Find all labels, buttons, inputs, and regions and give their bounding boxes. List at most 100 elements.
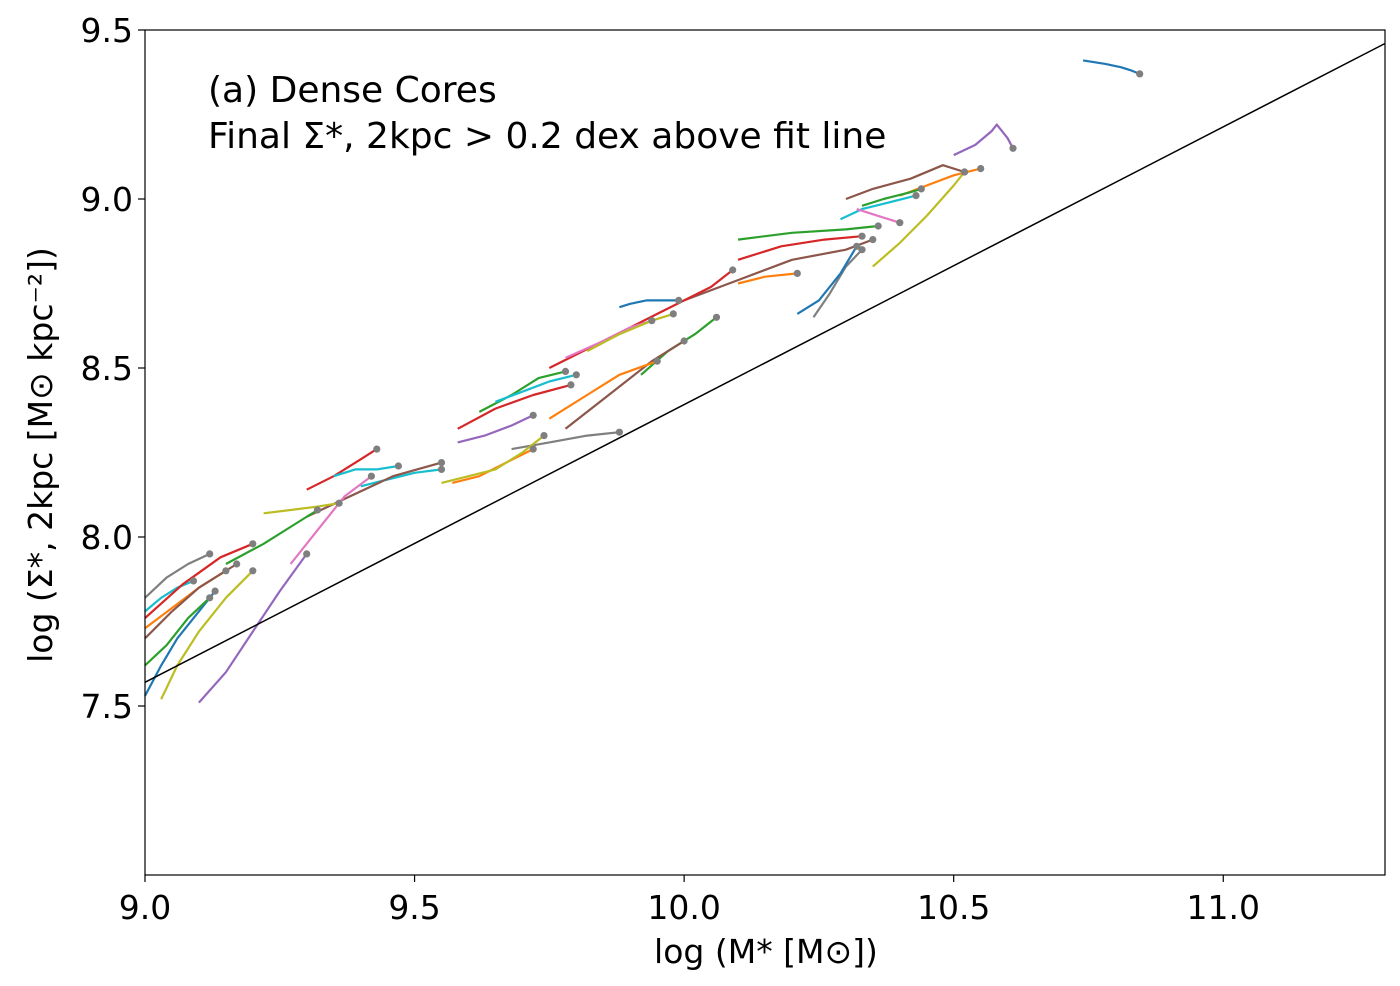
series-endpoint-22 bbox=[561, 367, 570, 375]
series-line-5 bbox=[872, 171, 966, 268]
annotation-line-1: (a) Dense Cores bbox=[208, 70, 497, 111]
fit-line bbox=[144, 42, 1386, 684]
series-endpoint-30 bbox=[373, 445, 381, 453]
series-line-27 bbox=[441, 434, 545, 484]
series-endpoint-14 bbox=[793, 269, 801, 277]
series-line-20 bbox=[564, 340, 685, 430]
series-line-14 bbox=[737, 272, 798, 285]
series-line-25 bbox=[457, 383, 572, 430]
series-line-6 bbox=[861, 187, 922, 207]
series-endpoint-6 bbox=[917, 185, 925, 193]
series-line-29 bbox=[360, 468, 442, 488]
series-endpoint-33 bbox=[335, 499, 343, 507]
plot-frame bbox=[144, 29, 1386, 876]
series-endpoint-40 bbox=[206, 550, 214, 558]
series-line-44 bbox=[144, 563, 238, 640]
series-endpoint-7 bbox=[912, 192, 920, 200]
series-endpoint-29 bbox=[437, 465, 446, 473]
series-line-32 bbox=[333, 464, 399, 478]
y-tick-label: 8.0 bbox=[81, 518, 133, 557]
series-line-40 bbox=[144, 552, 211, 599]
endpoints-group bbox=[189, 70, 1144, 602]
series-line-18 bbox=[586, 312, 674, 353]
series-endpoint-28 bbox=[529, 411, 537, 419]
series-line-36 bbox=[198, 553, 308, 704]
series-endpoint-17 bbox=[648, 317, 656, 325]
series-line-3 bbox=[845, 164, 965, 201]
series-line-7 bbox=[840, 194, 917, 221]
y-axis: 7.5 8.0 8.5 9.0 9.5 bbox=[81, 11, 145, 726]
series-endpoint-42 bbox=[222, 567, 230, 575]
series-line-21 bbox=[548, 360, 658, 420]
series-line-2 bbox=[953, 123, 1014, 157]
series-line-23 bbox=[495, 373, 577, 403]
series-line-38 bbox=[144, 590, 216, 697]
series-endpoint-44 bbox=[233, 560, 241, 568]
series-line-33 bbox=[263, 502, 340, 515]
y-tick-label: 9.5 bbox=[81, 11, 133, 50]
series-line-37 bbox=[160, 570, 254, 700]
series-endpoint-10 bbox=[858, 246, 866, 254]
series-line-1 bbox=[1082, 59, 1141, 75]
tracks-group bbox=[144, 59, 1141, 704]
series-endpoint-1 bbox=[1136, 70, 1144, 78]
series-endpoint-39 bbox=[206, 594, 214, 602]
x-tick-label: 9.5 bbox=[388, 888, 440, 927]
series-endpoint-32 bbox=[394, 462, 402, 470]
series-endpoint-38 bbox=[211, 587, 219, 595]
series-endpoint-31 bbox=[437, 459, 446, 467]
series-line-41 bbox=[144, 579, 194, 613]
series-endpoint-37 bbox=[249, 567, 257, 575]
y-tick-label: 7.5 bbox=[81, 687, 133, 726]
y-tick-label: 8.5 bbox=[81, 349, 133, 388]
series-line-43 bbox=[144, 542, 254, 619]
series-endpoint-20 bbox=[680, 337, 688, 345]
series-line-28 bbox=[457, 414, 534, 444]
series-endpoint-43 bbox=[249, 540, 257, 548]
series-endpoint-23 bbox=[572, 371, 580, 379]
series-line-35 bbox=[289, 475, 373, 565]
series-line-34 bbox=[225, 509, 319, 565]
series-endpoint-18 bbox=[669, 310, 677, 318]
series-endpoint-2 bbox=[1009, 144, 1017, 152]
series-endpoint-19 bbox=[712, 313, 721, 321]
series-line-11 bbox=[796, 245, 858, 315]
x-tick-label: 9.0 bbox=[119, 888, 171, 927]
y-tick-label: 9.0 bbox=[81, 180, 133, 219]
series-endpoint-16 bbox=[729, 266, 737, 274]
series-endpoint-8 bbox=[896, 219, 904, 227]
series-line-9 bbox=[737, 224, 879, 241]
series-endpoint-4 bbox=[977, 165, 985, 173]
series-line-10 bbox=[812, 248, 863, 318]
series-line-39 bbox=[144, 596, 211, 667]
x-tick-label: 10.0 bbox=[647, 888, 720, 927]
series-endpoint-36 bbox=[303, 550, 311, 558]
series-endpoint-11 bbox=[853, 242, 861, 250]
x-axis: 9.0 9.5 10.0 10.5 11.0 bbox=[119, 875, 1260, 927]
series-endpoint-5 bbox=[960, 168, 969, 176]
series-line-15 bbox=[619, 299, 679, 309]
series-endpoint-12 bbox=[858, 232, 866, 240]
series-endpoint-41 bbox=[189, 577, 198, 585]
series-endpoint-25 bbox=[567, 381, 575, 389]
y-axis-label: log (Σ*, 2kpc [M⊙ kpc⁻²]) bbox=[21, 247, 60, 663]
series-endpoint-21 bbox=[653, 357, 661, 365]
annotation-line-2: Final Σ*, 2kpc > 0.2 dex above fit line bbox=[208, 116, 886, 157]
series-line-22 bbox=[478, 370, 566, 413]
series-line-30 bbox=[306, 448, 378, 491]
x-tick-label: 10.5 bbox=[917, 888, 990, 927]
x-axis-label: log (M* [M⊙]) bbox=[654, 932, 878, 971]
series-line-12 bbox=[737, 235, 863, 261]
series-endpoint-24 bbox=[615, 428, 624, 436]
series-endpoint-15 bbox=[675, 296, 683, 304]
series-endpoint-34 bbox=[313, 506, 322, 514]
series-endpoint-35 bbox=[367, 472, 375, 480]
series-endpoint-13 bbox=[869, 236, 877, 244]
x-tick-label: 11.0 bbox=[1187, 888, 1260, 927]
series-endpoint-27 bbox=[540, 432, 548, 440]
series-endpoint-26 bbox=[529, 445, 537, 453]
series-line-8 bbox=[856, 208, 901, 224]
series-endpoint-9 bbox=[874, 222, 882, 230]
